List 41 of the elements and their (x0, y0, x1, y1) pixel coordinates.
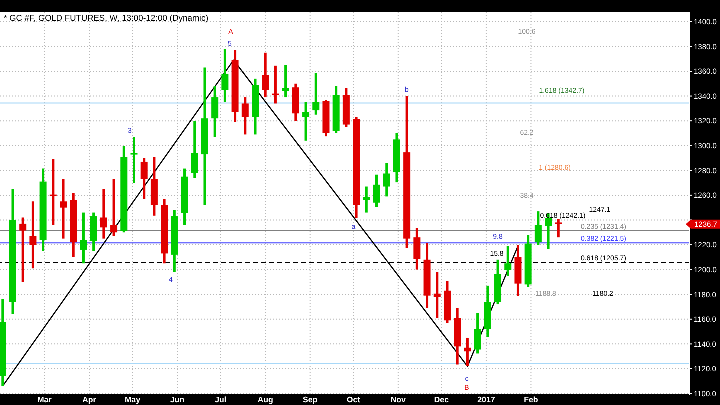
candlestick (363, 186, 370, 214)
x-tick-label: Feb (524, 396, 538, 405)
candlestick (434, 271, 441, 320)
x-tick-label: Nov (390, 396, 407, 405)
candlestick (80, 212, 88, 265)
candlestick (191, 120, 198, 180)
candlestick (373, 174, 380, 208)
candlestick (100, 188, 108, 240)
candlestick (534, 210, 542, 246)
candlestick (242, 96, 249, 136)
candlestick (262, 52, 270, 99)
candlestick (60, 178, 68, 240)
candlestick (30, 200, 37, 270)
candlestick (222, 48, 229, 104)
x-tick-label: 2017 (478, 396, 496, 405)
x-tick-label: Oct (346, 396, 361, 405)
candlestick (130, 136, 138, 184)
candlestick (212, 85, 219, 138)
candlestick (555, 218, 562, 239)
candlestick (272, 64, 280, 105)
candlestick (20, 216, 27, 284)
candlestick (282, 64, 290, 99)
x-tick-label: Sep (303, 396, 318, 405)
candlestick (302, 101, 310, 142)
candlestick (464, 336, 472, 368)
candlestick (140, 157, 148, 200)
candlestick (110, 178, 118, 238)
candlestick (383, 162, 390, 198)
candlestick (504, 245, 512, 278)
x-tick-label: Jul (215, 396, 227, 405)
x-tick-label: May (125, 396, 142, 405)
candlestick (312, 72, 320, 116)
x-tick-label: Mar (38, 396, 52, 405)
candlestick (474, 312, 482, 355)
x-tick-label: Apr (82, 396, 96, 405)
candlestick (414, 226, 421, 272)
x-tick-label: Aug (258, 396, 274, 405)
candlestick (50, 158, 57, 226)
x-tick-label: Dec (434, 396, 450, 405)
chart-title: * GC #F, GOLD FUTURES, W, 13:00-12:00 (Dynamic) (4, 13, 209, 23)
x-tick-label: Jun (170, 396, 185, 405)
